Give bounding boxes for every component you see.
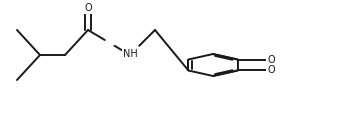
Text: O: O: [84, 3, 92, 13]
Text: O: O: [267, 66, 275, 75]
Text: NH: NH: [122, 49, 137, 59]
Text: O: O: [267, 55, 275, 64]
